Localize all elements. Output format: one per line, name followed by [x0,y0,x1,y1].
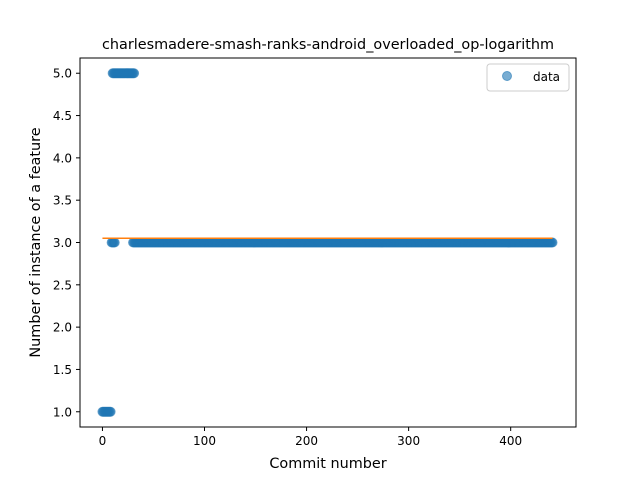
y-tick-label: 1.5 [53,363,72,377]
data-point [105,406,116,417]
y-tick-label: 1.0 [53,405,72,419]
y-tick-label: 5.0 [53,67,72,81]
legend-marker [502,71,512,81]
y-tick-label: 2.5 [53,278,72,292]
y-tick-label: 2.0 [53,321,72,335]
legend: data [486,63,570,92]
data-point [109,237,120,248]
x-axis-ticks: 0 100 200 300 400 [99,427,522,448]
x-tick-label: 100 [193,434,216,448]
y-tick-label: 3.0 [53,236,72,250]
plot-area [97,68,558,417]
x-tick-label: 400 [499,434,522,448]
y-axis-label: Number of instance of a feature [28,127,44,357]
data-point [129,68,140,79]
legend-label-data: data [533,70,560,84]
x-tick-label: 0 [99,434,107,448]
y-axis-ticks: 1.0 1.5 2.0 2.5 3.0 3.5 4.0 4.5 5.0 [53,67,80,419]
chart-title: charlesmadere-smash-ranks-android_overlo… [102,37,554,53]
y-tick-label: 3.5 [53,194,72,208]
x-tick-label: 200 [295,434,318,448]
data-point [547,237,558,248]
x-tick-label: 300 [397,434,420,448]
y-tick-label: 4.5 [53,109,72,123]
legend-box [486,63,570,92]
y-tick-label: 4.0 [53,151,72,165]
x-axis-label: Commit number [269,456,386,472]
